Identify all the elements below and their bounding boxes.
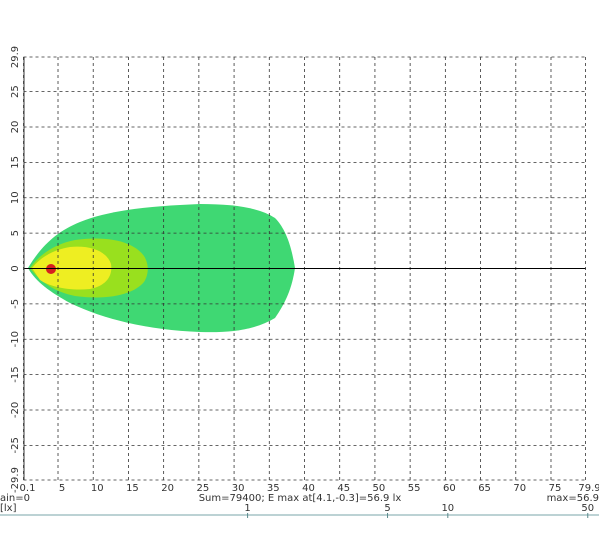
y-tick-label: 10 (10, 191, 21, 204)
annotation-max: max=56.9 (547, 493, 599, 504)
y-tick-label: -25 (10, 437, 21, 453)
y-tick-label: -10 (10, 331, 21, 347)
x-tick-label: 45 (337, 483, 350, 494)
x-tick-label: 30 (232, 483, 245, 494)
y-tick-label: -5 (10, 299, 21, 309)
x-tick-label: 15 (126, 483, 139, 494)
y-tick-label: -29.9 (10, 467, 21, 493)
y-tick-label: 5 (10, 230, 21, 236)
y-tick-label: -15 (10, 366, 21, 382)
colorbar-tick-label: 1 (244, 503, 250, 514)
x-tick-label: 0.1 (20, 483, 36, 494)
x-tick-label: 60 (443, 483, 456, 494)
y-tick-label: 20 (10, 121, 21, 134)
x-tick-label: 55 (408, 483, 421, 494)
colorbar-tick-label: 5 (384, 503, 390, 514)
annotation-min: ain=0 (0, 493, 30, 504)
y-tick-label: -20 (10, 402, 21, 418)
y-tick-label: 29.9 (10, 46, 21, 68)
x-tick-label: 75 (549, 483, 562, 494)
x-tick-label: 79.9 (578, 483, 599, 494)
x-tick-label: 70 (513, 483, 526, 494)
x-tick-label: 25 (196, 483, 209, 494)
x-tick-label: 5 (59, 483, 65, 494)
annotation-sum: Sum=79400; E max at[4.1,-0.3]=56.9 lx (199, 493, 402, 504)
x-tick-label: 65 (478, 483, 491, 494)
x-tick-label: 35 (267, 483, 280, 494)
colorbar-tick-label: 50 (581, 503, 594, 514)
colorbar-tick-label: 10 (441, 503, 454, 514)
x-tick-label: 40 (302, 483, 315, 494)
y-tick-label: 15 (10, 156, 21, 169)
y-tick-label: 25 (10, 85, 21, 98)
y-tick-label: 0 (10, 265, 21, 271)
x-tick-label: 50 (373, 483, 386, 494)
colorbar-label: [lx] (0, 503, 17, 514)
x-tick-label: 20 (161, 483, 174, 494)
x-tick-label: 10 (91, 483, 104, 494)
